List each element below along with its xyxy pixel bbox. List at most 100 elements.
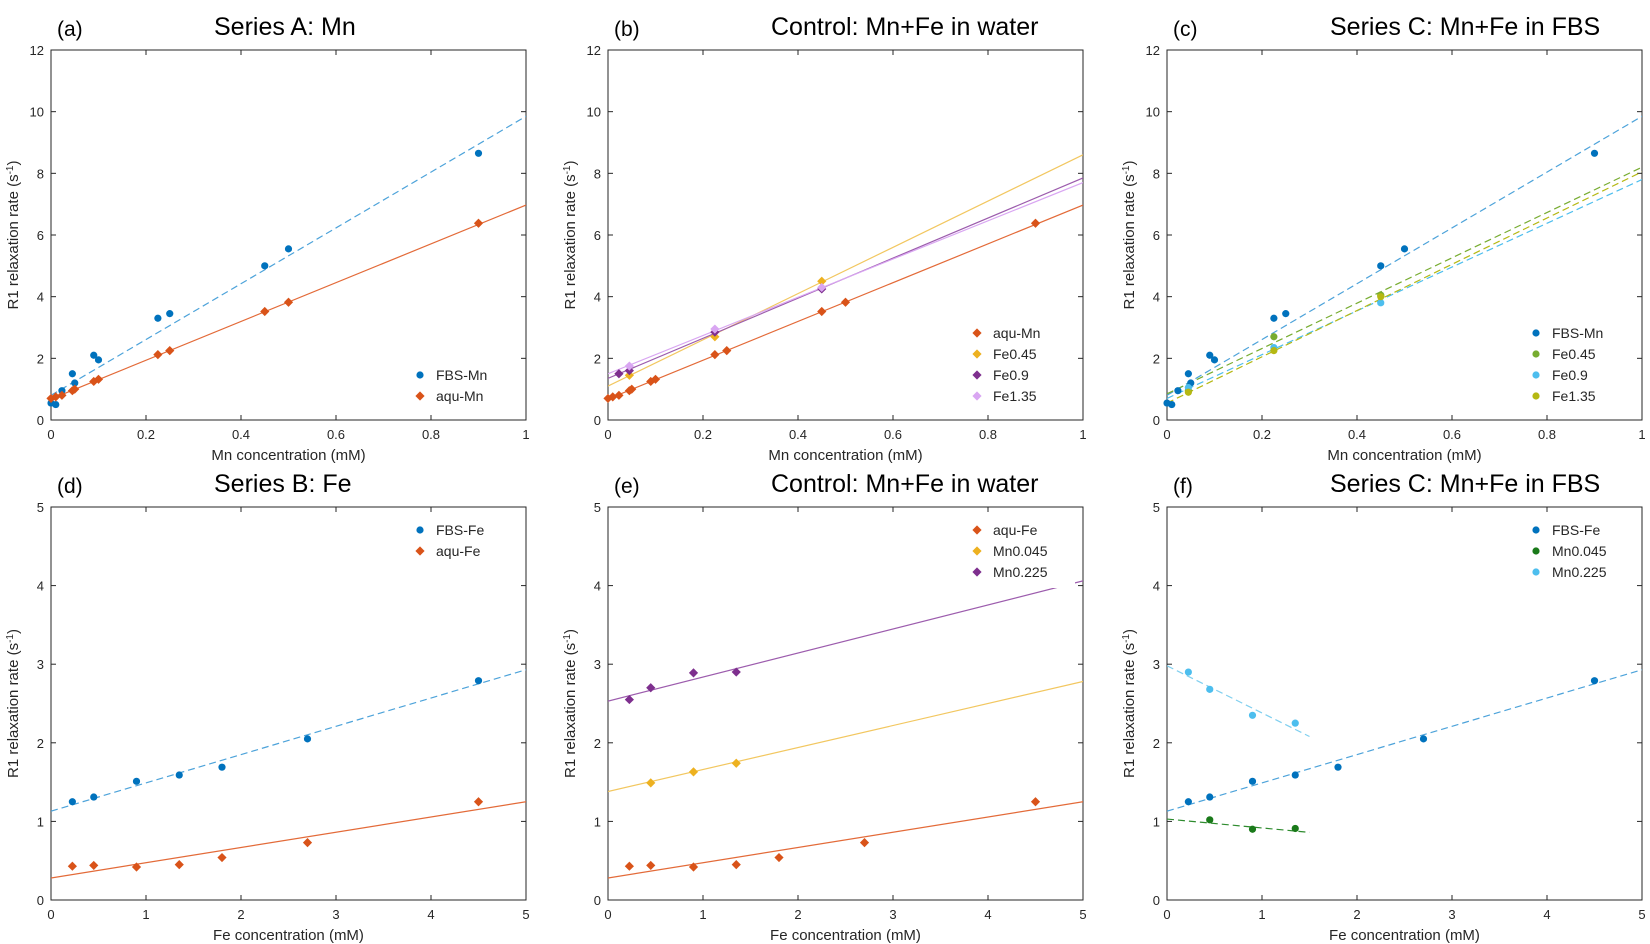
data-point-fbs-mn: [1590, 149, 1599, 157]
data-point-aqu-mn: [153, 350, 163, 360]
y-tick-label: 2: [594, 736, 601, 751]
data-point-fe1-35: [1184, 388, 1192, 396]
panel-title: Control: Mn+Fe in water: [771, 470, 1038, 498]
data-point-fe1-35: [1270, 347, 1278, 355]
data-point-fbs-mn: [1206, 351, 1214, 359]
data-point-fbs-fe: [474, 677, 483, 685]
fit-line-fbs-mn: [1167, 115, 1642, 396]
y-tick-label: 10: [587, 105, 601, 120]
x-tick-label: 0.4: [1348, 427, 1366, 442]
legend-marker: [1532, 392, 1540, 400]
legend-box: [963, 318, 1075, 412]
x-tick-label: 0: [604, 427, 611, 442]
data-point-aqu-fe: [302, 838, 313, 848]
panel-e: 0 1 2 3 4 5 0 1 2 3 4 5 Fe concentration (mM) R1 rela…: [562, 470, 1087, 944]
data-point-fbs-mn: [1168, 400, 1176, 409]
x-tick-label: 3: [332, 907, 339, 922]
x-tick-label: 4: [1543, 907, 1550, 922]
x-tick-label: 0: [47, 907, 54, 922]
y-tick-label: 8: [37, 166, 44, 181]
y-tick-label: 0: [37, 413, 44, 428]
data-point-fbs-mn: [1282, 310, 1290, 318]
data-point-fbs-mn: [284, 245, 293, 253]
x-tick-label: 0: [47, 427, 54, 442]
x-tick-label: 1: [699, 907, 706, 922]
data-point-aqu-fe: [473, 797, 484, 807]
data-point-fbs-fe: [1248, 777, 1257, 785]
legend-marker: [416, 371, 424, 379]
y-tick-label: 1: [37, 814, 44, 829]
y-tick-label: 2: [1153, 351, 1160, 366]
y-tick-label: 12: [30, 43, 44, 58]
data-point-aqu-mn: [57, 390, 67, 400]
x-axis-label: Fe concentration (mM): [1329, 927, 1480, 944]
legend-label: Mn0.225: [993, 564, 1048, 580]
panel-title: Series C: Mn+Fe in FBS: [1330, 13, 1600, 41]
x-axis-label: Mn concentration (mM): [1327, 447, 1481, 464]
legend-marker: [415, 546, 425, 556]
x-tick-label: 0.4: [232, 427, 250, 442]
y-tick-label: 2: [594, 351, 601, 366]
panel-title: Series A: Mn: [214, 13, 356, 41]
panel-title: Series C: Mn+Fe in FBS: [1330, 470, 1600, 498]
data-point-mn0-045: [1291, 824, 1299, 833]
data-point-aqu-fe: [174, 860, 184, 870]
x-tick-label: 4: [984, 907, 991, 922]
legend-marker: [972, 391, 982, 401]
x-axis-label: Fe concentration (mM): [770, 927, 921, 944]
data-point-fbs-fe: [303, 735, 312, 743]
data-point-aqu-mn: [165, 346, 175, 356]
data-point-aqu-mn: [93, 374, 104, 384]
legend-marker: [1532, 329, 1540, 337]
data-point-fbs-mn: [1270, 314, 1278, 322]
fit-line-fe1-35: [608, 182, 1083, 375]
data-point-fbs-fe: [1590, 677, 1599, 685]
y-tick-label: 6: [37, 228, 44, 243]
fit-line-mn0-045: [608, 680, 1083, 793]
legend-label: aqu-Fe: [436, 543, 481, 559]
data-point-fbs-mn: [154, 314, 162, 322]
data-point-aqu-mn: [608, 392, 618, 402]
legend-label: Mn0.045: [1552, 543, 1607, 559]
y-tick-label: 3: [594, 657, 601, 672]
data-point-aqu-fe: [859, 838, 870, 848]
legend-marker: [1532, 350, 1540, 358]
x-tick-label: 5: [522, 907, 529, 922]
data-point-aqu-mn: [627, 384, 637, 394]
data-point-fe0-45: [624, 370, 634, 380]
fit-line-fbs-fe: [1167, 669, 1642, 812]
y-tick-label: 2: [1153, 736, 1160, 751]
data-point-fe0-45: [710, 332, 720, 342]
x-axis-label: Fe concentration (mM): [213, 927, 364, 944]
data-point-aqu-mn: [70, 384, 80, 394]
y-axis-label: R1 relaxation rate (s-1): [1121, 629, 1139, 778]
x-tick-label: 0.6: [1443, 427, 1461, 442]
y-axis-label: R1 relaxation rate (s-1): [1121, 161, 1139, 310]
data-point-mn0-045: [646, 778, 656, 788]
legend-marker: [972, 525, 982, 535]
data-point-fbs-mn: [90, 351, 98, 359]
data-point-mn0-225: [731, 667, 741, 677]
y-tick-label: 0: [1153, 413, 1160, 428]
data-point-fbs-mn: [1174, 387, 1182, 395]
x-tick-label: 0.2: [137, 427, 155, 442]
panel-title: Series B: Fe: [214, 470, 352, 498]
data-point-fbs-fe: [1291, 771, 1299, 779]
x-tick-label: 2: [237, 907, 244, 922]
y-tick-label: 1: [1153, 814, 1160, 829]
data-point-fe1-35: [710, 324, 720, 334]
y-tick-label: 4: [37, 579, 44, 594]
y-tick-label: 3: [1153, 657, 1160, 672]
data-point-mn0-225: [646, 683, 656, 693]
data-point-fbs-fe: [218, 763, 226, 771]
data-point-mn0-225: [1184, 668, 1192, 676]
data-point-aqu-mn: [89, 376, 99, 387]
legend-label: Fe0.45: [1552, 346, 1596, 362]
x-tick-label: 0.8: [1538, 427, 1556, 442]
data-point-fbs-fe: [132, 777, 141, 785]
data-point-mn0-225: [688, 668, 699, 678]
legend-marker: [1532, 547, 1540, 555]
